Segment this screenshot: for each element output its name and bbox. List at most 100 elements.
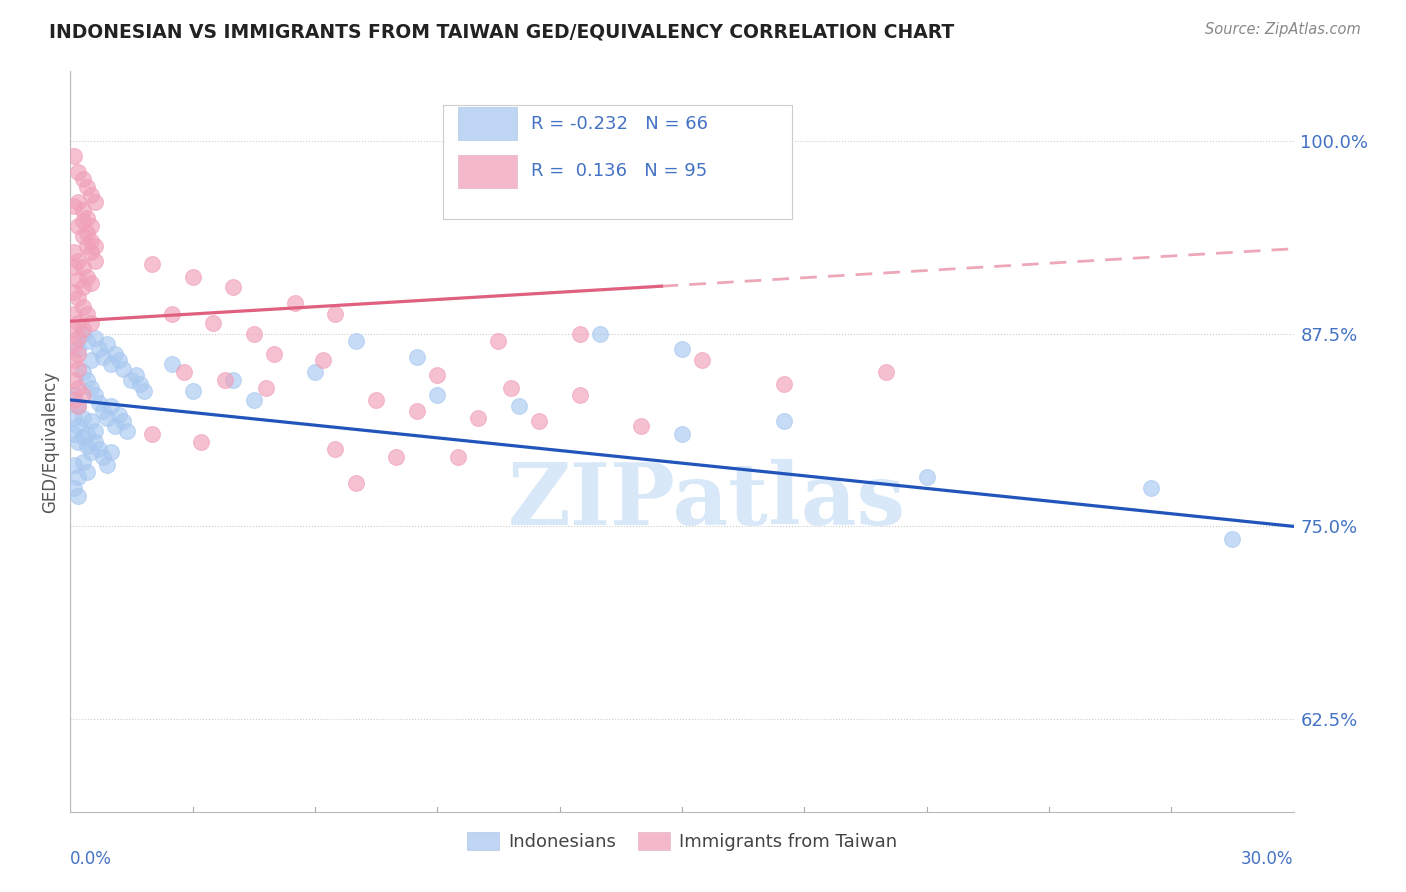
Point: [141, 257, 163, 271]
Point: [181, 384, 204, 398]
Point: [72, 214, 94, 228]
Point: [67, 291, 90, 305]
Point: [202, 316, 225, 330]
Point: [773, 415, 796, 429]
Point: [63, 337, 86, 351]
Point: [100, 358, 122, 372]
Point: [690, 352, 713, 367]
Point: [72, 203, 94, 218]
Point: [63, 260, 86, 275]
FancyBboxPatch shape: [458, 107, 517, 140]
Point: [63, 411, 86, 425]
Point: [426, 368, 449, 383]
Point: [67, 272, 90, 286]
Point: [67, 342, 90, 356]
Point: [67, 195, 90, 210]
Point: [447, 450, 470, 464]
Point: [190, 434, 212, 449]
Point: [67, 489, 90, 503]
Point: [83, 254, 105, 268]
Point: [108, 409, 131, 423]
Point: [87, 342, 110, 356]
Point: [91, 450, 114, 464]
Point: [104, 346, 127, 360]
Point: [214, 373, 236, 387]
Point: [67, 434, 90, 449]
Point: [222, 280, 245, 294]
Point: [67, 399, 90, 413]
Point: [117, 424, 139, 438]
Point: [488, 334, 510, 349]
Point: [108, 352, 131, 367]
Point: [67, 316, 90, 330]
Point: [72, 388, 94, 402]
Point: [72, 326, 94, 341]
Point: [96, 337, 118, 351]
Point: [79, 316, 103, 330]
Point: [67, 219, 90, 233]
Text: 0.0%: 0.0%: [70, 850, 112, 868]
Text: 30.0%: 30.0%: [1241, 850, 1294, 868]
Point: [72, 454, 94, 468]
Point: [76, 439, 98, 453]
Point: [67, 399, 90, 413]
Point: [76, 269, 98, 284]
Text: R =  0.136   N = 95: R = 0.136 N = 95: [531, 162, 707, 180]
Point: [141, 426, 163, 441]
Point: [76, 238, 98, 252]
Point: [67, 419, 90, 434]
Point: [385, 450, 408, 464]
Point: [87, 396, 110, 410]
Point: [406, 403, 429, 417]
Point: [100, 399, 122, 413]
Text: Source: ZipAtlas.com: Source: ZipAtlas.com: [1205, 22, 1361, 37]
Point: [508, 399, 530, 413]
Point: [104, 419, 127, 434]
Point: [79, 234, 103, 248]
Point: [79, 219, 103, 233]
Point: [72, 229, 94, 244]
Point: [63, 458, 86, 472]
Point: [96, 411, 118, 425]
Point: [67, 346, 90, 360]
Point: [79, 445, 103, 459]
Point: [63, 481, 86, 495]
Point: [128, 377, 150, 392]
Point: [63, 244, 86, 259]
Y-axis label: GED/Equivalency: GED/Equivalency: [41, 370, 59, 513]
Point: [83, 195, 105, 210]
Point: [67, 380, 90, 394]
Point: [467, 411, 489, 425]
Point: [63, 392, 86, 407]
Point: [132, 384, 155, 398]
Point: [79, 352, 103, 367]
Point: [671, 342, 693, 356]
Point: [72, 301, 94, 315]
Point: [63, 388, 86, 402]
Legend: Indonesians, Immigrants from Taiwan: Indonesians, Immigrants from Taiwan: [460, 824, 904, 858]
Point: [121, 373, 143, 387]
Point: [67, 470, 90, 484]
Point: [83, 424, 105, 438]
Point: [162, 358, 183, 372]
Point: [76, 466, 98, 480]
Point: [243, 326, 266, 341]
Point: [344, 334, 367, 349]
Point: [67, 331, 90, 345]
Point: [100, 445, 122, 459]
Point: [671, 426, 693, 441]
Point: [76, 334, 98, 349]
Point: [91, 403, 114, 417]
Point: [83, 331, 105, 345]
Point: [79, 415, 103, 429]
Point: [63, 352, 86, 367]
Point: [589, 326, 612, 341]
Point: [263, 346, 285, 360]
Text: R = -0.232   N = 66: R = -0.232 N = 66: [531, 115, 709, 133]
Point: [72, 430, 94, 444]
Point: [72, 280, 94, 294]
Point: [63, 373, 86, 387]
Point: [63, 306, 86, 320]
Point: [79, 244, 103, 259]
Point: [76, 426, 98, 441]
